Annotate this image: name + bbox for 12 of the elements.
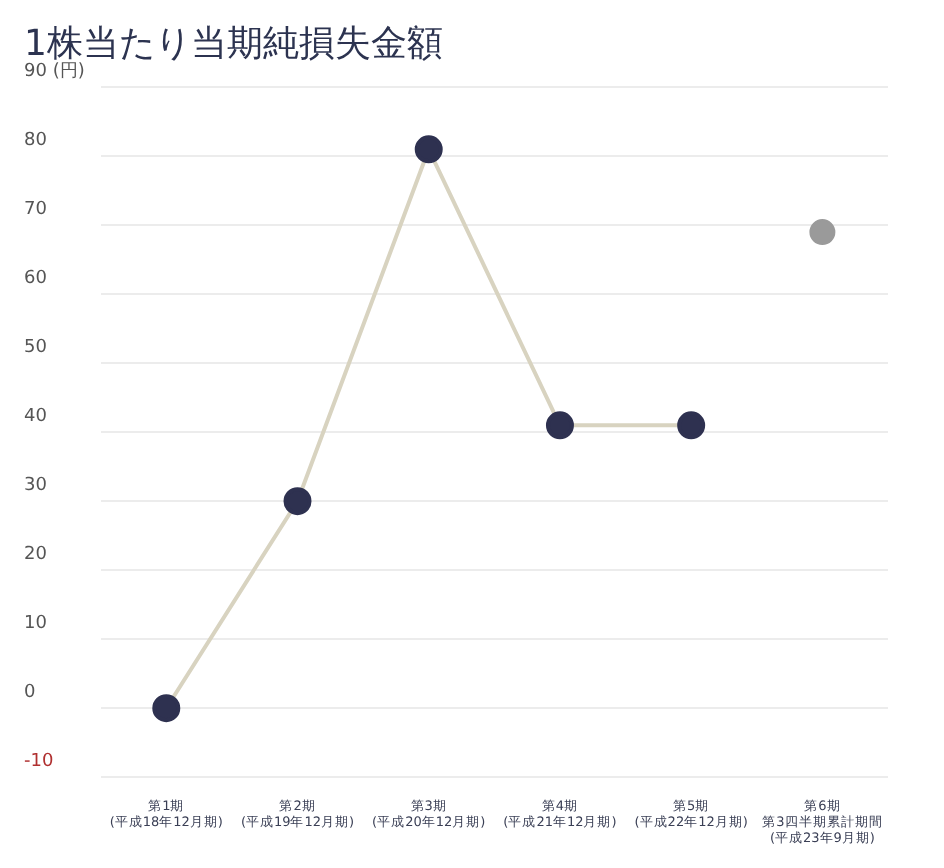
chart-title: 1株当たり当期純損失金額 [24, 22, 443, 65]
y-tick-label: 0 [24, 682, 36, 703]
y-tick-label: 60 [24, 268, 48, 289]
y-tick-label: 20 [24, 544, 48, 565]
y-tick-label: 40 [24, 406, 48, 427]
y-tick-label: -10 [24, 751, 54, 772]
y-tick-label: 10 [24, 613, 48, 634]
y-tick-label: 70 [24, 199, 48, 220]
y-tick-label: 50 [24, 337, 48, 358]
y-tick-label: 80 [24, 130, 48, 151]
y-tick-label: 30 [24, 475, 48, 496]
y-tick-label: 90 (円) [24, 61, 85, 82]
